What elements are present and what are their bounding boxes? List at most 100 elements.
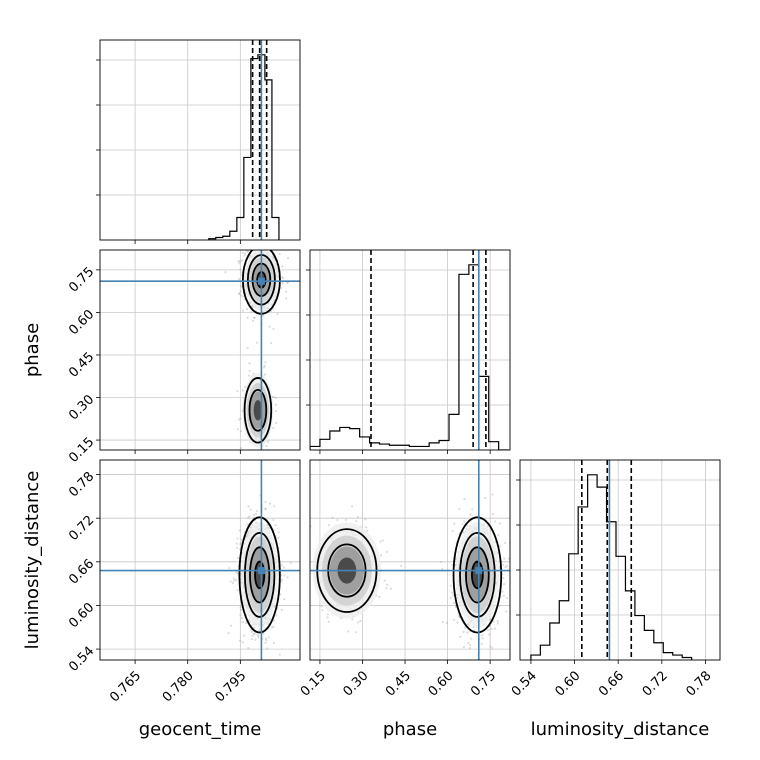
sample-point xyxy=(466,524,469,527)
sample-point xyxy=(262,314,265,317)
sample-point xyxy=(452,618,456,621)
sample-point xyxy=(454,605,457,609)
sample-point xyxy=(351,505,354,508)
sample-point xyxy=(481,637,484,640)
sample-point xyxy=(272,395,275,398)
sample-point xyxy=(491,512,495,516)
sample-point xyxy=(351,618,354,621)
sample-point xyxy=(249,526,252,529)
sample-point xyxy=(355,631,358,634)
sample-point xyxy=(240,285,243,288)
sample-point xyxy=(453,522,456,525)
sample-point xyxy=(506,564,509,567)
panel-phase-vs-geocent_time: 0.15 0.30 0.45 0.60 0.75 phase xyxy=(22,241,301,466)
y-tick-label: 0.60 xyxy=(66,307,97,338)
sample-point xyxy=(306,591,308,593)
sample-point xyxy=(484,496,487,499)
sample-point xyxy=(254,638,257,641)
truth-marker xyxy=(257,567,265,575)
x-tick-label: 0.30 xyxy=(340,668,371,699)
x-tick-label: 0.45 xyxy=(383,668,414,699)
sample-point xyxy=(462,646,465,649)
sample-point xyxy=(257,634,260,637)
sample-point xyxy=(239,260,242,263)
sample-point xyxy=(240,538,244,541)
hist-bar xyxy=(340,427,350,450)
hist-bar xyxy=(489,442,499,450)
sample-point xyxy=(264,500,267,503)
hist-bar xyxy=(439,441,449,450)
panel-luminosity_distance-vs-geocent_time: 0.54 0.60 0.66 0.72 0.78 luminosity_distance 0… xyxy=(22,459,301,740)
y-tick-label: 0.45 xyxy=(66,350,97,381)
sample-point xyxy=(505,610,508,613)
hist-bar xyxy=(389,445,399,450)
sample-point xyxy=(280,276,284,279)
sample-point xyxy=(379,554,383,557)
sample-point xyxy=(251,457,253,459)
hist-bar xyxy=(644,630,653,660)
ylabel-luminosity_distance: luminosity_distance xyxy=(22,471,43,650)
sample-point xyxy=(257,636,260,639)
sample-point xyxy=(256,245,258,247)
sample-point xyxy=(505,597,509,600)
y-tick-label: 0.15 xyxy=(66,435,97,466)
y-tick-label: 0.54 xyxy=(66,644,97,675)
hist-bar xyxy=(320,439,330,450)
x-tick-label: 0.60 xyxy=(426,668,457,699)
x-tick-label: 0.72 xyxy=(640,668,671,699)
sample-point xyxy=(239,542,242,545)
hist-bar xyxy=(673,655,682,660)
sample-point xyxy=(244,252,247,255)
sample-point xyxy=(286,256,290,260)
sample-point xyxy=(498,522,502,525)
sample-point xyxy=(364,526,368,529)
hist-bar xyxy=(625,591,634,660)
sample-point xyxy=(277,531,280,534)
hist-bar xyxy=(531,655,540,660)
sample-point xyxy=(279,246,281,248)
hist-bar xyxy=(578,507,587,660)
histogram-step xyxy=(310,264,509,450)
sample-point xyxy=(463,520,466,523)
sample-point xyxy=(263,373,267,376)
hist-bar xyxy=(569,554,578,660)
sample-point xyxy=(501,590,504,593)
sample-point xyxy=(502,594,506,598)
panel-luminosity_distance-vs-phase: 0.15 0.30 0.45 0.60 0.75 phase xyxy=(298,459,511,740)
xlabel-phase: phase xyxy=(383,719,437,740)
hist-bar xyxy=(360,437,370,450)
sample-point xyxy=(461,523,464,526)
sample-point xyxy=(239,614,242,617)
x-tick-label: 0.66 xyxy=(596,668,627,699)
sample-point xyxy=(248,515,251,518)
sample-point xyxy=(240,616,243,620)
x-tick-label: 0.15 xyxy=(298,668,329,699)
sample-point xyxy=(458,507,461,511)
sample-point xyxy=(469,644,472,647)
hist-bar xyxy=(616,556,625,660)
y-tick-label: 0.60 xyxy=(66,600,97,631)
contour-line xyxy=(452,516,503,634)
sample-point xyxy=(267,636,270,639)
y-tick-label: 0.75 xyxy=(66,265,97,296)
sample-point xyxy=(266,241,268,243)
sample-point xyxy=(274,523,277,527)
sample-point xyxy=(326,613,329,616)
sample-point xyxy=(286,576,289,579)
sample-point xyxy=(383,579,386,582)
sample-point xyxy=(385,583,389,586)
sample-point xyxy=(491,646,494,650)
sample-point xyxy=(244,452,246,454)
sample-point xyxy=(491,493,494,496)
sample-point xyxy=(260,246,262,248)
sample-point xyxy=(246,347,249,350)
sample-point xyxy=(326,616,329,619)
sample-point xyxy=(245,250,248,252)
sample-point xyxy=(441,567,444,571)
sample-point xyxy=(249,508,252,511)
sample-point xyxy=(278,252,281,256)
sample-point xyxy=(251,319,255,322)
sample-point xyxy=(265,639,268,642)
sample-point xyxy=(385,586,388,590)
sample-point xyxy=(273,505,276,508)
